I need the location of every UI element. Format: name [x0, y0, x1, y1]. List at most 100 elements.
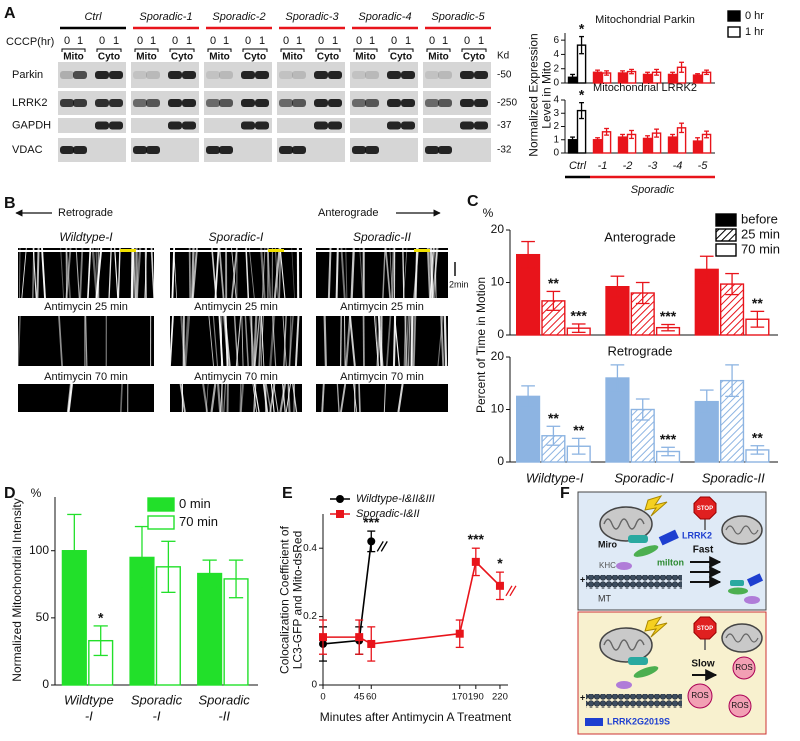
blot-band [60, 71, 74, 79]
blot-band [279, 71, 293, 79]
legend-label: 0 hr [745, 10, 764, 22]
kymo-track [205, 383, 209, 413]
milton-shape [633, 545, 659, 557]
kymo-track [282, 315, 287, 367]
kymo-track [272, 315, 277, 367]
kymo-track [386, 315, 392, 367]
kymo-track [336, 383, 340, 413]
bar [197, 572, 223, 686]
blot-band [146, 146, 160, 154]
kymo-track [287, 383, 290, 413]
kymo-track [443, 315, 448, 367]
x-tick-label: 190 [468, 692, 484, 703]
blot-band [182, 121, 196, 130]
legend-label: 70 min [741, 241, 780, 256]
legend-label: before [741, 211, 778, 226]
kymo-track [434, 247, 438, 299]
kymo-track [389, 247, 393, 299]
kymo-scale [120, 249, 136, 252]
fraction-bracket [353, 48, 378, 52]
blot-band [474, 71, 488, 79]
kymo-track [191, 247, 195, 299]
cccp-value: 1 [223, 35, 229, 47]
group-label: Sporadic-5 [431, 11, 485, 23]
blot-band [328, 71, 342, 79]
x-axis-label: Minutes after Antimycin A Treatment [320, 710, 512, 724]
kymo-track [350, 247, 355, 299]
blot-band [255, 71, 269, 79]
cccp-value: 0 [137, 35, 143, 47]
group-label: Sporadic-1 [139, 11, 192, 23]
blot-band [109, 121, 123, 130]
kymo-track [359, 247, 364, 299]
blot-band [352, 99, 366, 107]
kymo-scale [268, 249, 284, 252]
khc-label: KHC [599, 561, 616, 570]
kymo-track [340, 315, 342, 367]
ros-bubble [732, 656, 756, 680]
panel-title: Mitochondrial LRRK2 [593, 82, 697, 94]
kymo-track [250, 315, 254, 367]
kymo-track [340, 383, 347, 413]
panel-label: E [282, 485, 293, 502]
fraction-label: Cyto [98, 52, 120, 63]
cccp-value: 1 [478, 35, 484, 47]
y-axis-label: Percent of Time in Motion [474, 277, 488, 413]
y-axis-label: Colocalization Coefficient of [278, 525, 292, 674]
kymo-track [349, 315, 356, 367]
blot-strip [204, 118, 272, 133]
x-tick-label: 45 [354, 692, 365, 703]
cristae [603, 518, 645, 530]
blot-band [387, 121, 401, 130]
blot-band [314, 71, 328, 79]
significance: * [497, 555, 503, 571]
kymo-track [327, 247, 332, 299]
khc-shape [616, 562, 632, 570]
kymo-track [21, 247, 27, 299]
category-group-label: Sporadic [631, 184, 675, 196]
blot-band [255, 99, 269, 107]
kymograph [18, 384, 154, 412]
cccp-value: 0 [99, 35, 105, 47]
significance: ** [548, 275, 559, 291]
kymo-track [36, 247, 40, 299]
kymo-track [108, 247, 112, 299]
legend-swatch [147, 515, 175, 530]
y-tick-label: 0 [553, 78, 559, 89]
cccp-value: 0 [64, 35, 70, 47]
blot-band [365, 146, 379, 154]
y-axis-label: Level in Mito [540, 61, 554, 129]
blot-band [425, 99, 439, 107]
cccp-value: 1 [332, 35, 338, 47]
kymo-track [402, 247, 405, 299]
blot-band [279, 99, 293, 107]
mt-label: MT [598, 593, 611, 603]
x-tick-label: Ctrl [569, 160, 587, 172]
data-point [367, 537, 376, 546]
fraction-bracket [461, 48, 487, 52]
kymo-track [191, 247, 198, 299]
mitochondrion [599, 506, 653, 542]
x-tick-label: Wildtype-I [526, 470, 584, 485]
ros-bubble [728, 694, 752, 718]
mutant-swatch [585, 718, 603, 726]
blot-band [73, 99, 87, 107]
kymo-track [266, 247, 272, 299]
blot-band [425, 71, 439, 79]
condition-label: Antimycin 25 min [44, 301, 128, 313]
kymo-track [274, 247, 279, 299]
kd-marker: -32 [497, 145, 512, 156]
kymo-track [19, 247, 21, 299]
panel-label: F [560, 485, 570, 502]
kymo-track [208, 315, 214, 367]
miro-shape [628, 657, 648, 665]
kymo-track [323, 315, 327, 367]
significance: * [579, 86, 585, 102]
kymo-track [223, 383, 227, 413]
blot-band [460, 121, 474, 130]
cccp-value: 0 [318, 35, 324, 47]
stop-sign [693, 496, 717, 520]
blot-band [182, 71, 196, 79]
blot-strip [423, 118, 491, 133]
kymo-track [120, 383, 123, 413]
